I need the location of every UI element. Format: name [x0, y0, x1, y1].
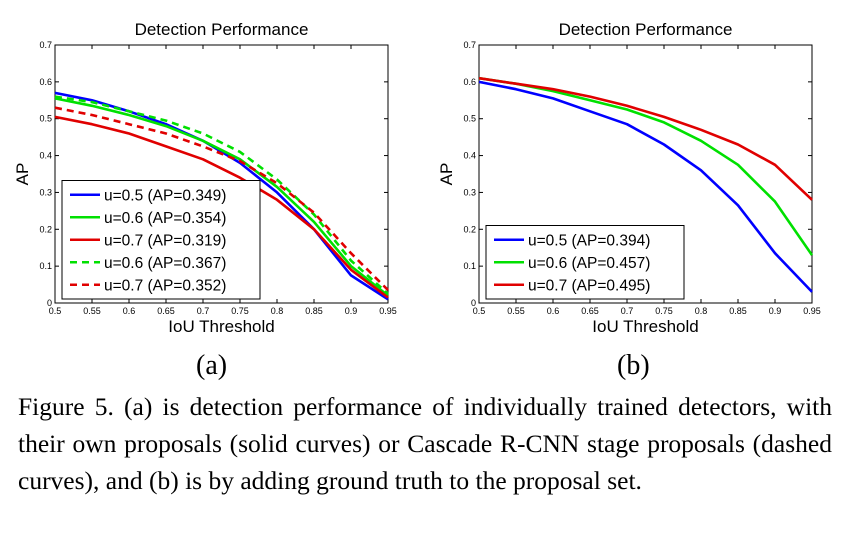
x-tick-label: 0.65 — [581, 306, 599, 316]
x-tick-label: 0.95 — [803, 306, 821, 316]
x-tick-label: 0.85 — [305, 306, 323, 316]
y-tick-label: 0 — [471, 298, 476, 308]
x-tick-label: 0.5 — [49, 306, 62, 316]
series-line-3 — [54, 115, 389, 299]
series-line-1 — [478, 80, 813, 293]
x-tick-label: 0.8 — [695, 306, 708, 316]
plot-frame — [478, 44, 813, 304]
x-tick-label: 0.75 — [655, 306, 673, 316]
series-line-5 — [54, 106, 389, 292]
chart-title: Detection Performance — [559, 20, 733, 39]
y-tick-label: 0.2 — [463, 224, 476, 234]
y-tick-label: 0.4 — [39, 151, 52, 161]
y-axis-label: AP — [437, 163, 456, 186]
x-tick-label: 0.5 — [473, 306, 486, 316]
legend-label: u=0.5 (AP=0.349) — [104, 187, 226, 204]
legend-label: u=0.7 (AP=0.319) — [104, 232, 226, 249]
y-tick-label: 0.3 — [463, 187, 476, 197]
chart-title: Detection Performance — [135, 20, 309, 39]
y-tick-label: 0.3 — [39, 187, 52, 197]
y-tick-label: 0.1 — [39, 261, 52, 271]
legend-label: u=0.6 (AP=0.457) — [528, 255, 650, 272]
x-tick-label: 0.75 — [231, 306, 249, 316]
chart-b: Detection Performance 0.5 0.55 0.6 0.65 0.7 0.… — [437, 20, 821, 336]
y-tick-label: 0.6 — [39, 77, 52, 87]
x-tick-label: 0.6 — [123, 306, 136, 316]
y-tick-label: 0.7 — [463, 40, 476, 50]
y-tick-label: 0.4 — [463, 151, 476, 161]
x-tick-label: 0.9 — [769, 306, 782, 316]
y-tick-label: 0.1 — [463, 261, 476, 271]
x-tick-label: 0.85 — [729, 306, 747, 316]
x-tick-label: 0.9 — [345, 306, 358, 316]
chart-a: Detection Performance 0.5 0.55 0.6 0.65 0.7 0.… — [13, 20, 397, 336]
y-tick-label: 0.5 — [463, 114, 476, 124]
y-tick-label: 0.6 — [463, 77, 476, 87]
y-tick-label: 0.7 — [39, 40, 52, 50]
x-axis-label: IoU Threshold — [592, 317, 698, 336]
x-tick-label: 0.65 — [157, 306, 175, 316]
legend-label: u=0.6 (AP=0.354) — [104, 210, 226, 227]
legend-label: u=0.5 (AP=0.394) — [528, 232, 650, 249]
x-tick-label: 0.95 — [379, 306, 397, 316]
x-tick-label: 0.55 — [83, 306, 101, 316]
x-tick-label: 0.55 — [507, 306, 525, 316]
series-line-1 — [54, 91, 389, 301]
legend-label: u=0.7 (AP=0.495) — [528, 277, 650, 294]
subfigure-label-a: (a) — [196, 350, 228, 381]
x-tick-label: 0.6 — [547, 306, 560, 316]
plot-frame — [54, 44, 389, 304]
x-tick-label: 0.7 — [621, 306, 634, 316]
legend-label: u=0.6 (AP=0.367) — [104, 255, 226, 272]
y-tick-label: 0 — [47, 298, 52, 308]
y-axis-label: AP — [13, 163, 32, 186]
series-line-3 — [478, 76, 813, 201]
x-tick-label: 0.8 — [271, 306, 284, 316]
y-tick-label: 0.5 — [39, 114, 52, 124]
legend-label: u=0.7 (AP=0.352) — [104, 277, 226, 294]
y-tick-label: 0.2 — [39, 224, 52, 234]
x-tick-label: 0.7 — [197, 306, 210, 316]
figure: Detection Performance 0.5 0.55 0.6 0.65 0.7 0.… — [13, 20, 821, 336]
x-axis-label: IoU Threshold — [168, 317, 274, 336]
subfigure-label-b: (b) — [617, 350, 650, 381]
figure-caption: Figure 5. (a) is detection performance o… — [18, 392, 832, 495]
series-line-2 — [54, 97, 389, 297]
series-line-4 — [54, 95, 389, 295]
